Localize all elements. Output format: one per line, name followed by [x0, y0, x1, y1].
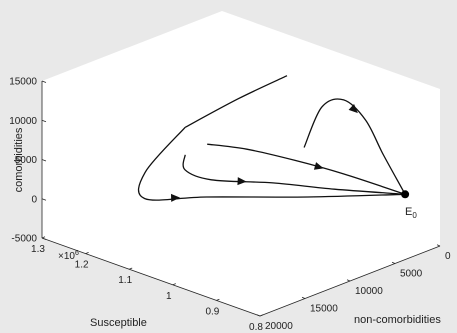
x-tick-label: 0.8	[249, 322, 263, 333]
x-tick-mark	[216, 298, 220, 301]
x-exponent-label: ×106	[58, 250, 79, 262]
x-tick-label: 1.3	[31, 244, 45, 255]
x-tick-mark	[85, 252, 89, 254]
y-tick-label: 5000	[400, 269, 423, 280]
z-tick-label: 15000	[9, 77, 37, 88]
x-tick-label: 1.2	[75, 260, 89, 271]
x-tick-label: 0.9	[205, 306, 219, 317]
z-tick-mark	[41, 80, 47, 83]
y-tick-label: 0	[445, 251, 451, 262]
z-tick-label: 0	[31, 194, 37, 205]
trajectory-line	[207, 143, 406, 195]
x-tick-label: 1.1	[118, 275, 132, 286]
y-axis-label: non-comorbidities	[354, 314, 441, 326]
z-tick-mark	[41, 159, 47, 162]
y-tick-mark	[436, 244, 441, 247]
z-tick-label: 10000	[9, 116, 37, 127]
y-tick-label: 10000	[355, 286, 383, 297]
x-axis-line	[41, 237, 261, 317]
direction-arrow	[348, 104, 358, 114]
trajectory-line	[184, 75, 288, 128]
x-axis-label: Susceptible	[90, 317, 147, 329]
y-tick-mark	[346, 279, 351, 282]
y-tick-mark	[301, 296, 306, 299]
trajectories	[137, 75, 406, 202]
plot-background	[42, 11, 440, 316]
x-tick-label: 1	[166, 291, 172, 302]
z-tick-mark	[41, 198, 47, 201]
markers	[401, 190, 410, 199]
x-tick-mark	[129, 267, 133, 270]
z-tick-label: 5000	[15, 155, 38, 166]
z-tick-mark	[41, 119, 47, 123]
direction-arrow	[313, 162, 324, 170]
direction-arrow	[237, 177, 247, 186]
trajectory-line	[137, 126, 406, 201]
z-tick-label: -5000	[11, 234, 37, 245]
y-tick-mark	[256, 314, 261, 317]
tick-labels: 0.8 0.9 1 1.1 1.2 1.3 0 5000 10000 15000 20000 -500…	[9, 77, 451, 333]
axes	[41, 11, 441, 317]
z-tick-mark	[41, 237, 47, 240]
y-tick-label: 15000	[310, 304, 338, 315]
equilibrium-label: E0	[405, 206, 417, 220]
z-axis-label: comorbidities	[13, 127, 25, 192]
y-tick-mark	[391, 261, 396, 264]
y-tick-label: 20000	[265, 321, 293, 332]
x-tick-mark	[172, 283, 176, 286]
x-tick-mark	[259, 314, 264, 317]
equilibrium-point	[401, 190, 410, 199]
direction-arrow	[170, 193, 181, 202]
